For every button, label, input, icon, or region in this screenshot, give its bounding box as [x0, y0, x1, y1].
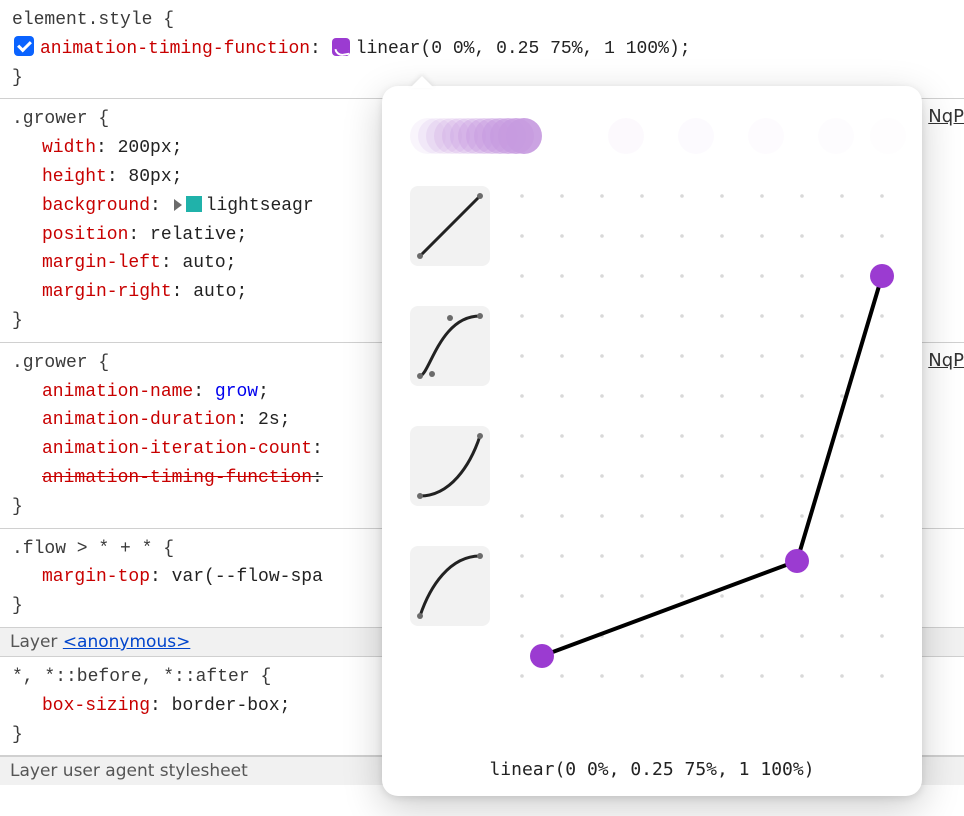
css-value: 80px	[128, 167, 171, 187]
css-value: border-box	[172, 696, 280, 716]
css-property: margin-right	[42, 282, 172, 302]
preset-linear[interactable]	[410, 186, 490, 266]
declaration[interactable]: animation-timing-function: linear(0 0%, …	[12, 35, 956, 64]
curve-handle-0[interactable]	[530, 644, 554, 668]
layer-anonymous-link[interactable]: <anonymous>	[63, 632, 191, 652]
easing-swatch-icon[interactable]	[332, 38, 350, 56]
toggle-declaration-checkbox[interactable]	[14, 36, 34, 56]
css-value: 2s	[258, 410, 280, 430]
selector: .grower	[12, 353, 88, 373]
css-property: animation-iteration-count	[42, 439, 312, 459]
css-value: auto	[182, 253, 225, 273]
css-value: 200px	[118, 138, 172, 158]
curve-editor[interactable]	[512, 186, 892, 686]
css-value: auto	[193, 282, 236, 302]
preset-ease-out[interactable]	[410, 546, 490, 626]
anim-dot	[608, 118, 644, 154]
selector: element.style	[12, 10, 152, 30]
easing-editor-popover: linear(0 0%, 0.25 75%, 1 100%)	[382, 86, 922, 796]
preset-ease[interactable]	[410, 306, 490, 386]
anim-dot	[870, 118, 906, 154]
layer-label: Layer	[10, 632, 63, 652]
css-property: box-sizing	[42, 696, 150, 716]
curve-handle-2[interactable]	[870, 264, 894, 288]
css-property: animation-name	[42, 382, 193, 402]
source-link[interactable]: NqP	[928, 103, 964, 132]
curve-handle-1[interactable]	[785, 549, 809, 573]
expand-shorthand-icon[interactable]	[174, 199, 182, 211]
css-property: width	[42, 138, 96, 158]
anim-dot	[506, 118, 542, 154]
css-property: margin-top	[42, 567, 150, 587]
anim-dot	[818, 118, 854, 154]
preset-ease-in[interactable]	[410, 426, 490, 506]
rule-block: element.style {animation-timing-function…	[0, 0, 964, 99]
css-value: lightseagr	[206, 196, 314, 216]
selector: .flow > * + *	[12, 539, 152, 559]
css-property: height	[42, 167, 107, 187]
anim-dot	[748, 118, 784, 154]
css-property: background	[42, 196, 150, 216]
css-value: grow	[215, 382, 258, 402]
selector: .grower	[12, 109, 88, 129]
animation-preview-dots	[410, 114, 894, 158]
css-property: animation-timing-function	[40, 39, 310, 59]
css-property: animation-duration	[42, 410, 236, 430]
css-value: var(--flow-spa	[172, 567, 323, 587]
source-link[interactable]: NqP	[928, 347, 964, 376]
popover-arrow-icon	[410, 76, 434, 88]
anim-dot	[678, 118, 714, 154]
css-property: position	[42, 225, 128, 245]
css-value: relative	[150, 225, 236, 245]
color-swatch[interactable]	[186, 196, 202, 212]
css-property: animation-timing-function	[42, 468, 312, 488]
curve-value-label: linear(0 0%, 0.25 75%, 1 100%)	[382, 759, 922, 780]
css-value: linear(0 0%, 0.25 75%, 1 100%)	[356, 39, 680, 59]
css-property: margin-left	[42, 253, 161, 273]
selector: *, *::before, *::after	[12, 667, 250, 687]
